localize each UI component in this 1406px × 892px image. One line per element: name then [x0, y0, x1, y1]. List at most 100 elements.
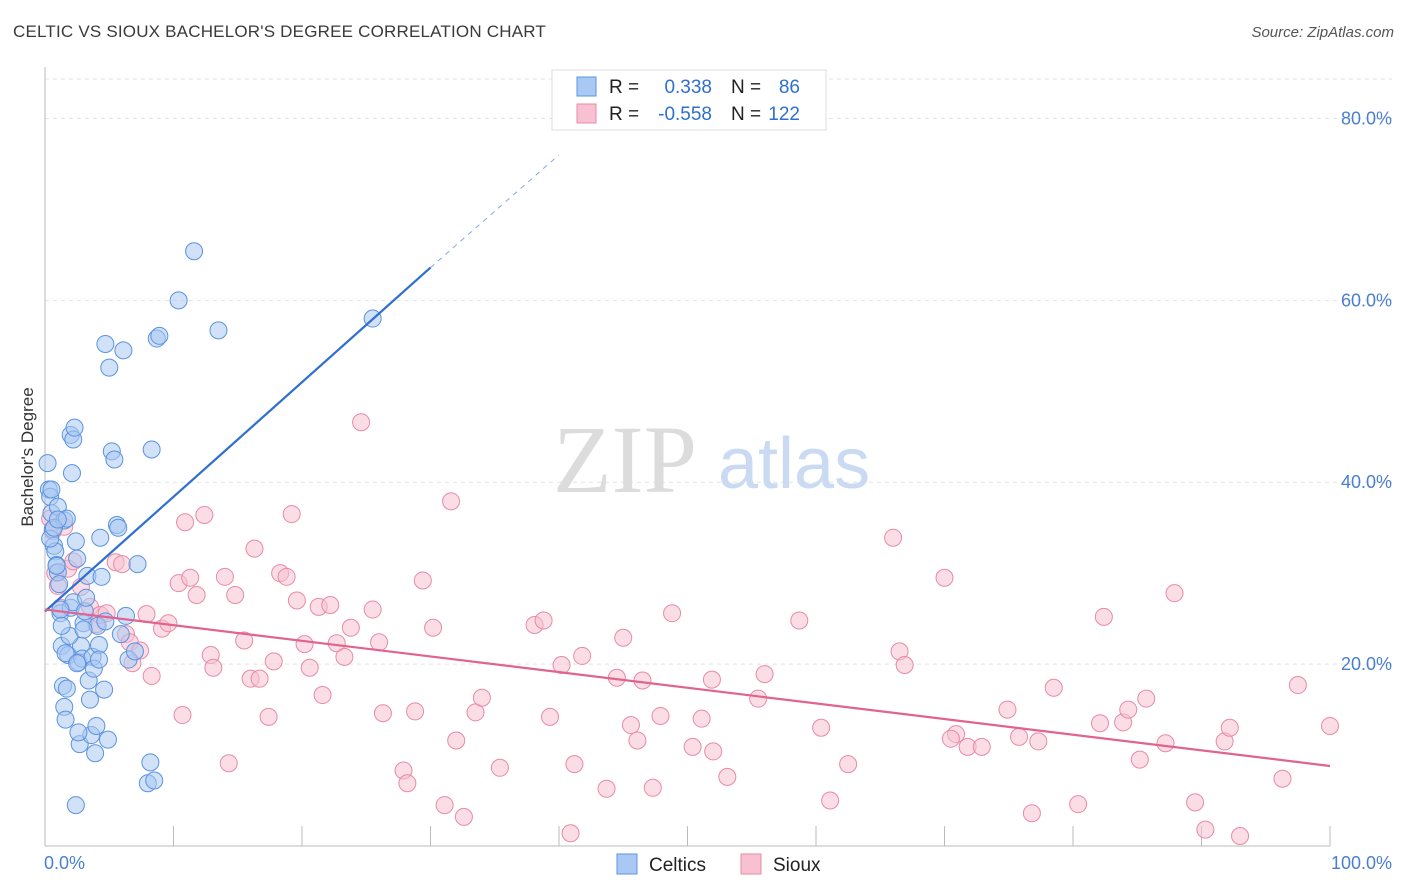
- celtics-point: [48, 510, 67, 529]
- celtics-r-value: 0.338: [664, 77, 712, 98]
- sioux-point: [413, 571, 432, 590]
- sioux-point: [1288, 676, 1307, 695]
- sioux-point: [1022, 804, 1041, 823]
- sioux-point: [561, 824, 580, 843]
- sioux-point: [534, 611, 553, 630]
- legend: Celtics Sioux: [616, 853, 821, 876]
- sioux-point: [683, 737, 702, 756]
- celtics-point: [69, 723, 88, 742]
- sioux-point: [1130, 750, 1149, 769]
- sioux-point: [692, 709, 711, 728]
- sioux-point: [1090, 714, 1109, 733]
- sioux-point: [259, 707, 278, 726]
- celtics-point: [89, 650, 108, 669]
- legend-swatch-sioux: [740, 853, 762, 875]
- sioux-point: [621, 716, 640, 735]
- sioux-point: [370, 633, 389, 652]
- sioux-point: [941, 729, 960, 748]
- sioux-point: [651, 706, 670, 725]
- celtics-point: [68, 549, 87, 568]
- sioux-point: [187, 586, 206, 605]
- celtics-point: [68, 654, 87, 673]
- celtics-point: [96, 335, 115, 354]
- sioux-point: [1321, 716, 1339, 735]
- sioux-trend-line: [44, 608, 1331, 768]
- watermark: ZIP atlas: [553, 406, 870, 513]
- sioux-point: [454, 807, 473, 826]
- celtics-point: [100, 358, 119, 377]
- celtics-point: [116, 606, 135, 625]
- sioux-point: [176, 513, 195, 532]
- y-tick-label: 20.0%: [1341, 654, 1392, 674]
- sioux-point: [341, 618, 360, 637]
- sioux-point: [1196, 820, 1215, 839]
- celtics-point: [56, 644, 75, 663]
- sioux-point: [195, 505, 214, 524]
- sioux-point: [812, 718, 831, 737]
- sioux-point: [173, 706, 192, 725]
- sioux-point: [264, 652, 283, 671]
- celtics-point: [47, 556, 66, 575]
- sioux-point: [295, 635, 314, 654]
- legend-swatch-celtics: [616, 853, 638, 875]
- sioux-point: [1156, 734, 1175, 753]
- sioux-point: [277, 567, 296, 586]
- celtics-n-label: N =: [731, 77, 761, 98]
- sioux-point: [137, 605, 156, 624]
- sioux-point: [1069, 795, 1088, 814]
- celtics-n-value: 86: [779, 77, 800, 98]
- sioux-point: [1044, 678, 1063, 697]
- celtics-point: [150, 326, 169, 345]
- chart-title: CELTIC VS SIOUX BACHELOR'S DEGREE CORREL…: [13, 22, 546, 41]
- stats-box-frame: [551, 69, 827, 131]
- celtics-point: [62, 464, 81, 483]
- sioux-point: [702, 670, 721, 689]
- sioux-point: [321, 596, 340, 615]
- celtics-point: [141, 753, 160, 772]
- sioux-point: [490, 758, 509, 777]
- sioux-point: [1165, 584, 1184, 603]
- celtics-point: [185, 242, 204, 261]
- sioux-point: [935, 568, 954, 587]
- sioux-point: [1010, 727, 1029, 746]
- sioux-point: [447, 731, 466, 750]
- celtics-point: [128, 555, 147, 574]
- sioux-point: [614, 628, 633, 647]
- sioux-point: [226, 586, 245, 605]
- sioux-point: [541, 707, 560, 726]
- celtics-point: [91, 528, 110, 547]
- celtics-point: [95, 680, 114, 699]
- sioux-stat-swatch: [576, 103, 597, 124]
- sioux-point: [755, 665, 774, 684]
- celtics-point: [77, 588, 96, 607]
- sioux-point: [821, 791, 840, 810]
- sioux-point: [235, 631, 254, 650]
- watermark-zip: ZIP: [553, 406, 697, 513]
- sioux-point: [406, 702, 425, 721]
- sioux-point: [472, 688, 491, 707]
- sioux-point: [245, 539, 264, 558]
- celtics-point: [50, 575, 69, 594]
- celtics-point: [42, 480, 61, 499]
- sioux-point: [282, 505, 301, 524]
- sioux-point: [250, 669, 269, 688]
- sioux-point: [790, 611, 809, 630]
- sioux-point: [1094, 607, 1113, 626]
- sioux-point: [398, 774, 417, 793]
- celtics-point: [111, 625, 130, 644]
- celtics-point: [86, 744, 105, 763]
- legend-label-sioux: Sioux: [773, 855, 821, 876]
- celtics-trend-line: [44, 266, 432, 613]
- sioux-point: [1220, 718, 1239, 737]
- x-tick-label-min: 0.0%: [44, 853, 85, 873]
- celtics-point: [109, 518, 128, 537]
- sioux-point: [442, 492, 461, 511]
- celtics-point: [125, 642, 144, 661]
- sioux-point: [219, 754, 238, 773]
- celtics-point: [209, 321, 228, 340]
- sioux-point: [573, 646, 592, 665]
- celtics-point: [52, 616, 71, 635]
- celtics-point: [57, 679, 76, 698]
- y-tick-label: 40.0%: [1341, 472, 1392, 492]
- sioux-point: [300, 658, 319, 677]
